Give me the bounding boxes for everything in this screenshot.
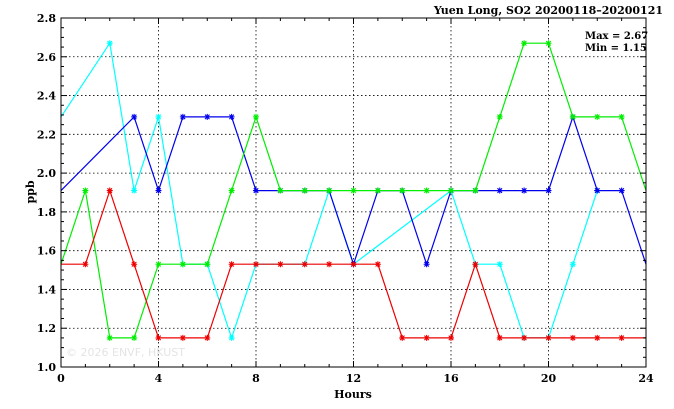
data-point: [131, 187, 138, 194]
y-tick-label: 2.8: [37, 12, 56, 25]
data-point: [545, 187, 552, 194]
x-axis-label: Hours: [334, 388, 372, 401]
data-point: [253, 187, 259, 194]
x-tick-label: 4: [155, 372, 163, 385]
data-point: [179, 261, 186, 268]
y-tick-label: 2.4: [37, 90, 56, 103]
data-point: [326, 261, 333, 268]
data-point: [350, 187, 357, 194]
max-annotation: Max = 2.67: [585, 31, 648, 42]
data-point: [618, 113, 625, 120]
data-point: [179, 334, 186, 341]
data-point: [179, 113, 186, 120]
x-axis: 0 4 8 12 16 20 24: [57, 18, 654, 385]
data-point: [131, 261, 138, 268]
data-point: [253, 113, 259, 120]
data-point: [228, 261, 235, 268]
data-point: [204, 334, 211, 341]
x-tick-label: 12: [346, 372, 361, 385]
data-point: [423, 261, 430, 268]
data-point: [277, 261, 284, 268]
data-point: [472, 187, 479, 194]
data-point: [448, 334, 454, 341]
x-tick-label: 8: [252, 372, 260, 385]
watermark: © 2026 ENVF, HKUST: [66, 346, 185, 359]
data-point: [423, 187, 430, 194]
data-point: [569, 261, 576, 268]
y-tick-label: 2.6: [37, 51, 56, 64]
data-point: [374, 261, 381, 268]
series-layer: [60, 40, 647, 341]
x-tick-label: 20: [541, 372, 557, 385]
data-point: [204, 261, 211, 268]
data-point: [545, 334, 552, 341]
y-tick-label: 1.6: [37, 245, 56, 258]
data-point: [253, 261, 259, 268]
data-point: [521, 334, 528, 341]
y-tick-label: 2.2: [37, 128, 56, 141]
data-point: [569, 113, 576, 120]
chart-title: Yuen Long, SO2 20200118–20200121: [433, 4, 663, 17]
series-4: [61, 187, 646, 341]
data-point: [326, 187, 333, 194]
data-point: [82, 187, 89, 194]
data-point: [82, 261, 89, 268]
data-point: [106, 334, 113, 341]
data-point: [106, 40, 113, 47]
series-3: [60, 40, 647, 341]
data-point: [277, 187, 284, 194]
y-tick-label: 1.0: [37, 361, 56, 374]
data-point: [374, 187, 381, 194]
data-point: [496, 334, 503, 341]
data-point: [496, 261, 503, 268]
y-axis-label: ppb: [24, 180, 37, 203]
data-point: [594, 187, 601, 194]
data-point: [496, 187, 503, 194]
data-point: [399, 334, 406, 341]
data-point: [155, 187, 162, 194]
data-point: [472, 261, 479, 268]
data-point: [594, 113, 601, 120]
data-point: [448, 187, 454, 194]
data-point: [204, 113, 211, 120]
data-point: [155, 113, 162, 120]
data-point: [131, 113, 138, 120]
y-tick-label: 1.8: [37, 206, 56, 219]
x-tick-label: 16: [443, 372, 459, 385]
data-point: [155, 261, 162, 268]
data-point: [228, 334, 235, 341]
data-point: [399, 187, 406, 194]
data-point: [228, 187, 235, 194]
x-tick-label: 0: [57, 372, 65, 385]
data-point: [155, 334, 162, 341]
min-annotation: Min = 1.15: [585, 43, 647, 54]
data-point: [521, 40, 528, 47]
data-point: [301, 187, 308, 194]
y-tick-label: 1.4: [37, 283, 56, 296]
data-point: [301, 261, 308, 268]
data-point: [106, 187, 113, 194]
data-point: [131, 334, 138, 341]
y-axis: 1.0 1.2 1.4 1.6 1.8 2.0 2.2 2.4 2.6 2.8: [37, 12, 646, 374]
data-point: [496, 113, 503, 120]
data-point: [423, 334, 430, 341]
y-tick-label: 1.2: [37, 322, 56, 335]
data-point: [594, 334, 601, 341]
data-point: [569, 334, 576, 341]
data-point: [350, 261, 357, 268]
data-point: [545, 40, 552, 47]
data-point: [228, 113, 235, 120]
grid: [61, 18, 646, 367]
data-point: [618, 187, 625, 194]
data-point: [618, 334, 625, 341]
x-tick-label: 24: [638, 372, 654, 385]
y-tick-label: 2.0: [37, 167, 56, 180]
data-point: [521, 187, 528, 194]
